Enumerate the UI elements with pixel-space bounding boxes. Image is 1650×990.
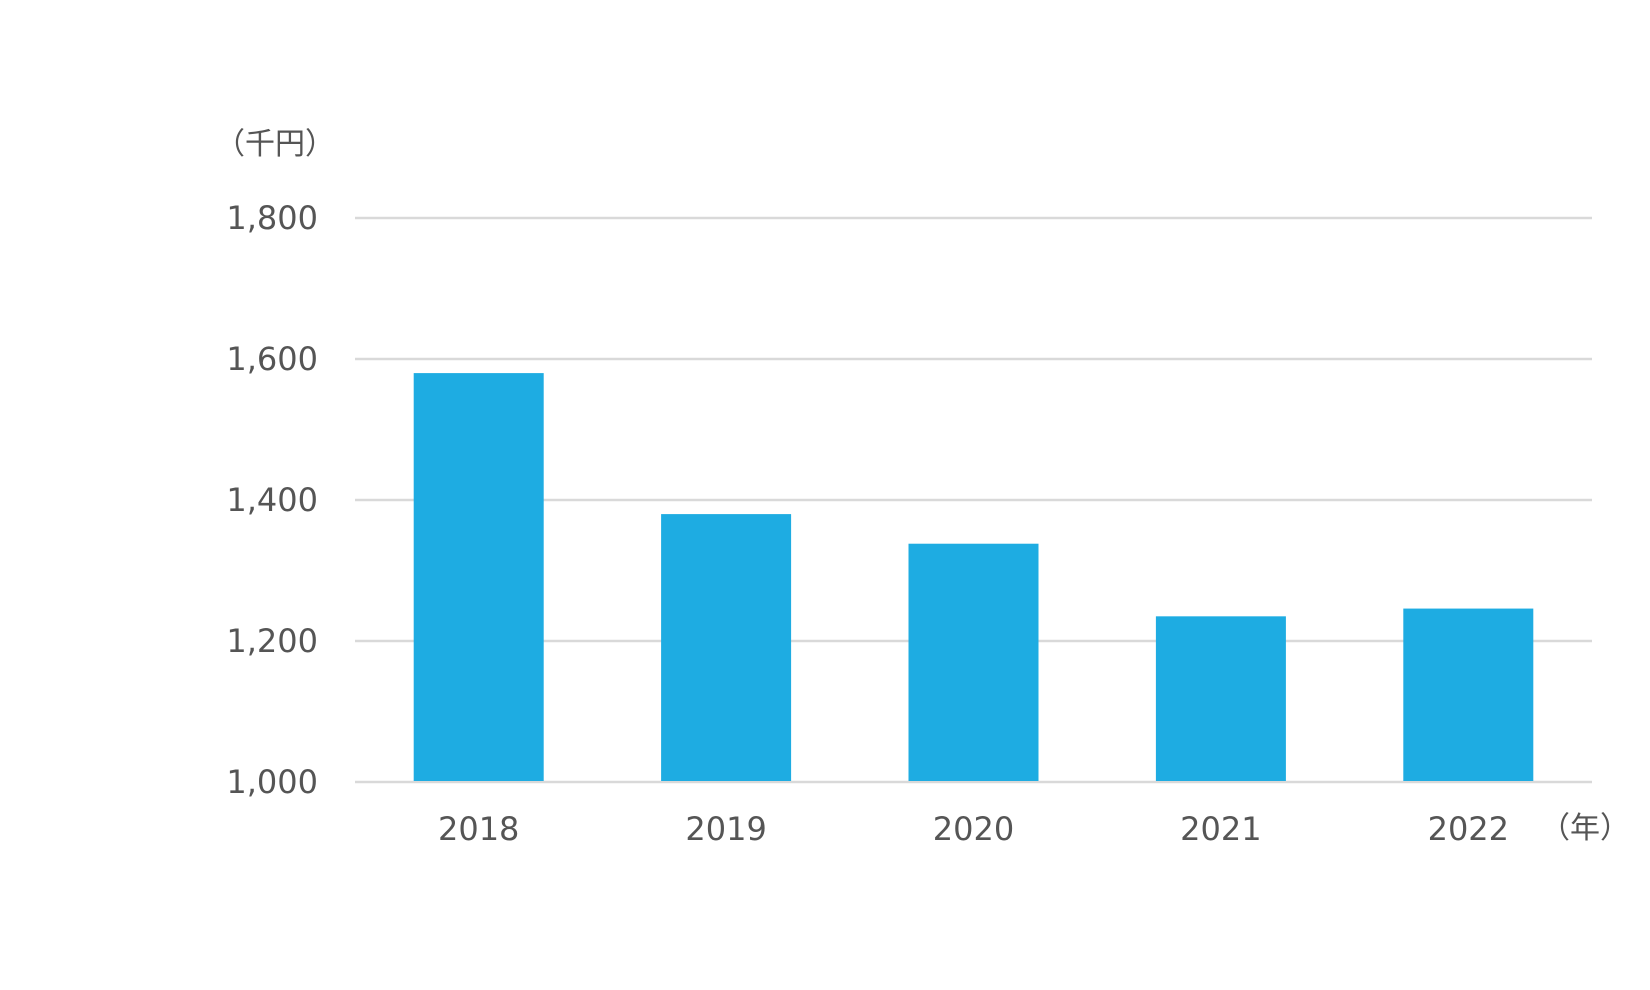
gridlines <box>355 216 1592 784</box>
bar-2021 <box>1155 616 1286 781</box>
x-tick-label: 2022 <box>1428 810 1509 848</box>
y-tick-label: 1,600 <box>226 340 318 378</box>
bar-2022 <box>1403 608 1534 781</box>
x-axis-unit-label: （年） <box>1540 811 1630 846</box>
x-tick-label: 2018 <box>438 810 519 848</box>
y-tick-label: 1,000 <box>226 763 318 801</box>
x-tick-label: 2020 <box>933 810 1014 848</box>
y-axis-unit-label: （千円） <box>215 127 335 162</box>
bar-2020 <box>908 543 1039 781</box>
x-tick-label: 2019 <box>685 810 766 848</box>
bar-2018 <box>413 373 544 781</box>
y-tick-label: 1,800 <box>226 199 318 237</box>
y-tick-label: 1,200 <box>226 622 318 660</box>
x-axis-ticks: 2018 2019 2020 2021 2022 <box>438 810 1509 848</box>
y-axis-ticks: 1,000 1,200 1,400 1,600 1,800 <box>226 199 318 801</box>
x-tick-label: 2021 <box>1180 810 1261 848</box>
y-tick-label: 1,400 <box>226 481 318 519</box>
bar-2019 <box>661 514 792 781</box>
bars <box>413 373 1534 781</box>
